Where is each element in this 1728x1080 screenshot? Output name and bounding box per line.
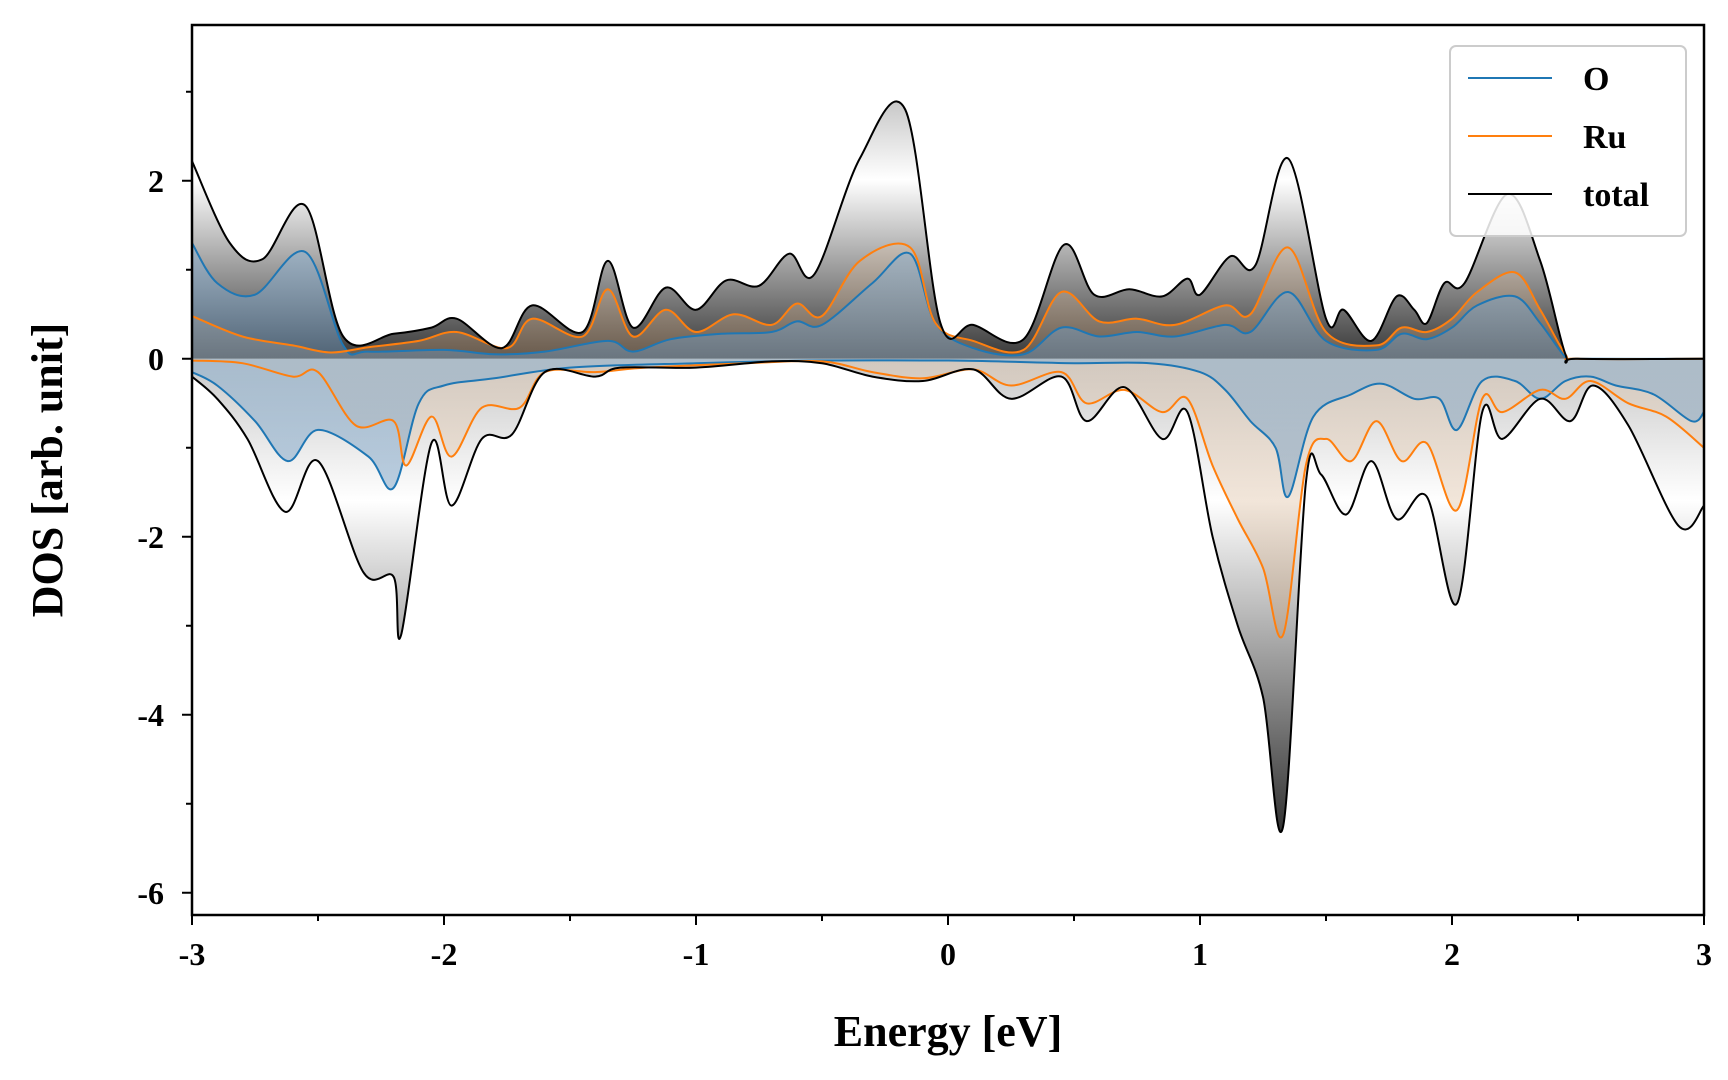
legend-box [1449,45,1687,237]
y-tick-label: 0 [148,341,164,377]
y-tick-label: -6 [137,875,164,911]
axis-ticks [182,90,1705,925]
o-up-line [192,242,1704,362]
x-tick-label: 0 [940,936,956,972]
x-tick-label: -2 [431,936,458,972]
total-down-fill [192,358,1704,833]
ru-down-line [192,359,1704,639]
total-down-line [192,360,1704,833]
x-tick-labels: -3 -2 -1 0 1 2 3 [179,936,1712,972]
x-tick-label: -3 [179,936,206,972]
legend-label-o: O [1583,61,1609,98]
y-tick-label: -2 [137,519,164,555]
o-down-line [192,359,1704,498]
legend-label-total: total [1583,177,1649,214]
legend: O Ru total [1449,45,1687,237]
x-tick-label: 3 [1696,936,1712,972]
y-axis-title: DOS [arb. unit] [23,323,72,618]
legend-label-ru: Ru [1583,119,1626,156]
x-tick-label: -1 [683,936,710,972]
y-tick-label: 2 [148,163,164,199]
total-up-line [192,100,1704,364]
dos-curves [192,100,1704,833]
x-tick-label: 2 [1444,936,1460,972]
x-tick-label: 1 [1192,936,1208,972]
o-down-fill [192,358,1704,498]
x-axis-title: Energy [eV] [834,1007,1063,1056]
ru-down-fill [192,358,1704,638]
y-tick-labels: -6 -4 -2 0 2 [137,163,164,911]
y-tick-label: -4 [137,697,164,733]
